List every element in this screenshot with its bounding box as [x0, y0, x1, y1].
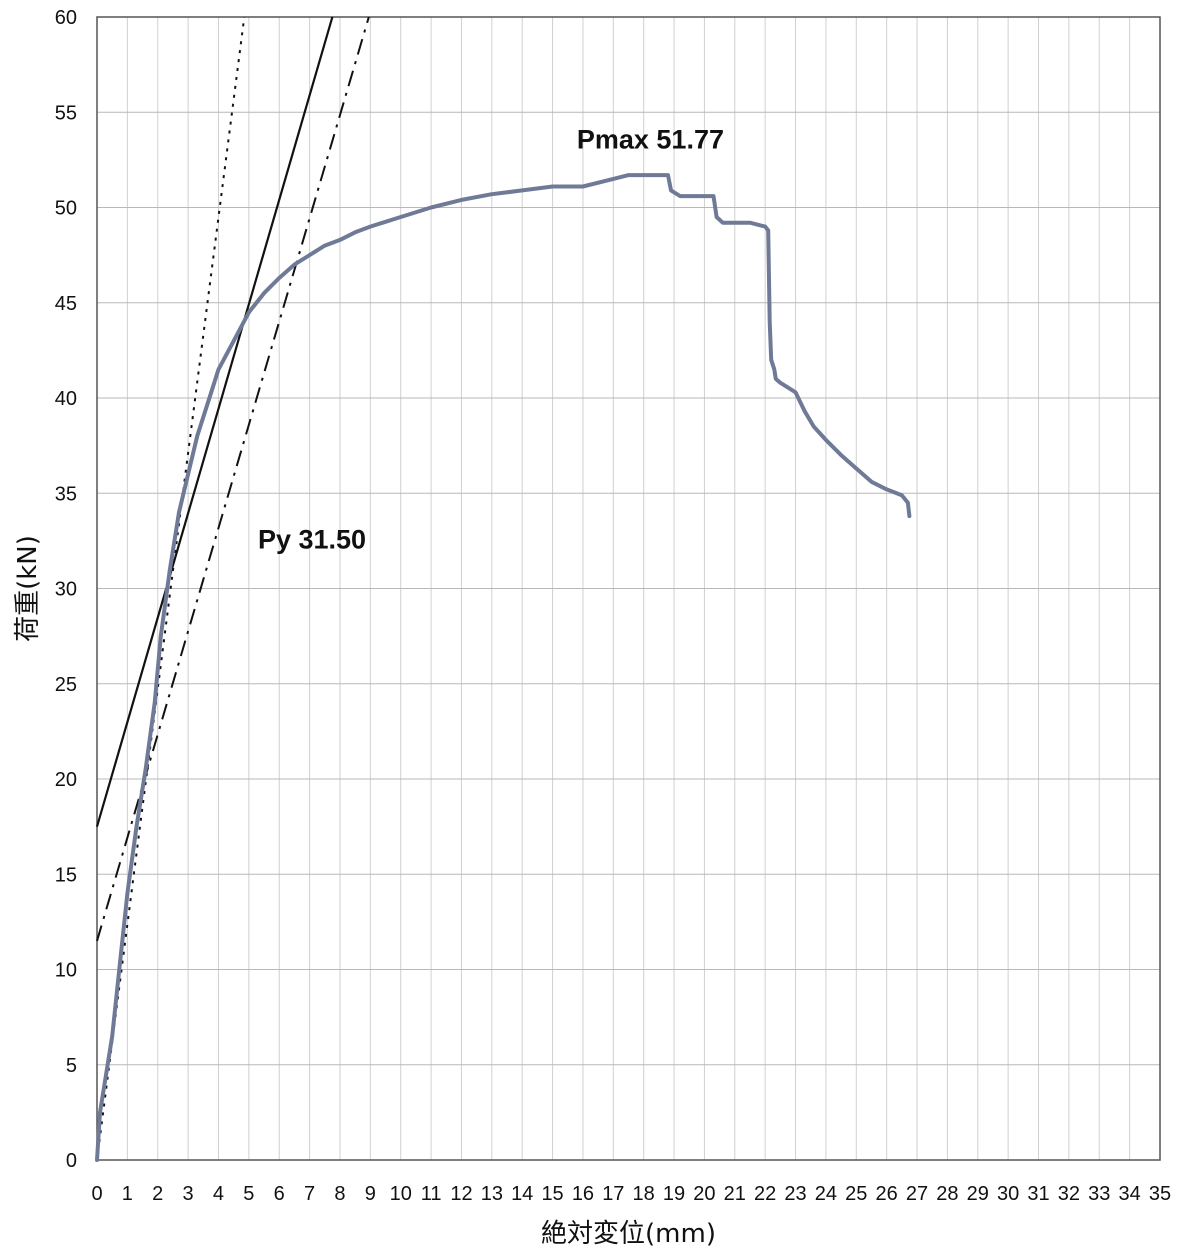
- series-line: [95, 173, 912, 1162]
- x-tick-label: 0: [91, 1183, 102, 1205]
- x-tick-label: 33: [1088, 1183, 1110, 1205]
- x-tick-label: 16: [572, 1183, 594, 1205]
- x-tick-label: 9: [365, 1183, 376, 1205]
- x-tick-label: 20: [693, 1183, 715, 1205]
- y-tick-label: 15: [55, 864, 77, 886]
- x-tick-label: 35: [1149, 1183, 1171, 1205]
- x-tick-label: 29: [967, 1183, 989, 1205]
- y-tick-label: 20: [55, 769, 77, 791]
- x-tick-label: 27: [906, 1183, 928, 1205]
- x-tick-label: 13: [481, 1183, 503, 1205]
- x-tick-label: 4: [213, 1183, 224, 1205]
- x-tick-label: 23: [784, 1183, 806, 1205]
- y-tick-label: 10: [55, 960, 77, 982]
- reference-line-dashed: [96, 16, 370, 942]
- x-tick-label: 34: [1119, 1183, 1141, 1205]
- x-tick-label: 12: [450, 1183, 472, 1205]
- y-tick-label: 45: [55, 293, 77, 315]
- x-tick-label: 32: [1058, 1183, 1080, 1205]
- y-tick-label: 30: [55, 579, 77, 601]
- y-tick-label: 40: [55, 388, 77, 410]
- x-tick-label: 19: [663, 1183, 685, 1205]
- x-tick-label: 15: [541, 1183, 563, 1205]
- grid: [97, 17, 1160, 1160]
- y-tick-label: 0: [66, 1150, 77, 1172]
- x-tick-label: 10: [390, 1183, 412, 1205]
- y-tick-label: 25: [55, 674, 77, 696]
- x-tick-label: 21: [724, 1183, 746, 1205]
- y-tick-label: 5: [66, 1055, 77, 1077]
- y-axis-label: 荷重(kN): [13, 535, 43, 642]
- x-tick-label: 18: [633, 1183, 655, 1205]
- x-tick-label: 22: [754, 1183, 776, 1205]
- x-tick-label: 1: [122, 1183, 133, 1205]
- reference-line-solid: [95, 16, 334, 827]
- x-tick-label: 30: [997, 1183, 1019, 1205]
- y-tick-label: 55: [55, 102, 77, 124]
- x-tick-label: 24: [815, 1183, 837, 1205]
- series-group: [95, 173, 912, 1162]
- plot-frame: [96, 16, 1161, 1161]
- x-tick-label: 31: [1027, 1183, 1049, 1205]
- x-tick-label: 3: [183, 1183, 194, 1205]
- x-tick-label: 28: [936, 1183, 958, 1205]
- y-tick-label: 35: [55, 483, 77, 505]
- x-tick-label: 7: [304, 1183, 315, 1205]
- x-tick-label: 17: [602, 1183, 624, 1205]
- annotation-label: Py 31.50: [258, 524, 366, 554]
- y-tick-label: 50: [55, 198, 77, 220]
- y-tick-label: 60: [55, 7, 77, 29]
- x-tick-label: 11: [421, 1183, 442, 1205]
- x-tick-label: 6: [274, 1183, 285, 1205]
- annotation-label: Pmax 51.77: [577, 124, 724, 154]
- x-tick-labels: 0 1 2 3 4 5 6 7 8 9 10 11 12 13 14 15 16 17 18 19 20 21 22 23 24…: [91, 1183, 1171, 1205]
- x-tick-label: 5: [243, 1183, 254, 1205]
- x-axis-label: 絶対変位(mm): [541, 1219, 716, 1249]
- reference-line-dotted: [96, 16, 246, 1161]
- x-tick-label: 26: [876, 1183, 898, 1205]
- x-tick-label: 2: [152, 1183, 163, 1205]
- x-tick-label: 25: [845, 1183, 867, 1205]
- x-tick-label: 14: [511, 1183, 533, 1205]
- y-tick-labels: 0 5 10 15 20 25 30 35 40 45 50 55 60: [55, 7, 77, 1172]
- reference-lines: [95, 16, 370, 1161]
- x-tick-label: 8: [334, 1183, 345, 1205]
- annotations: Pmax 51.77 Py 31.50: [258, 124, 724, 554]
